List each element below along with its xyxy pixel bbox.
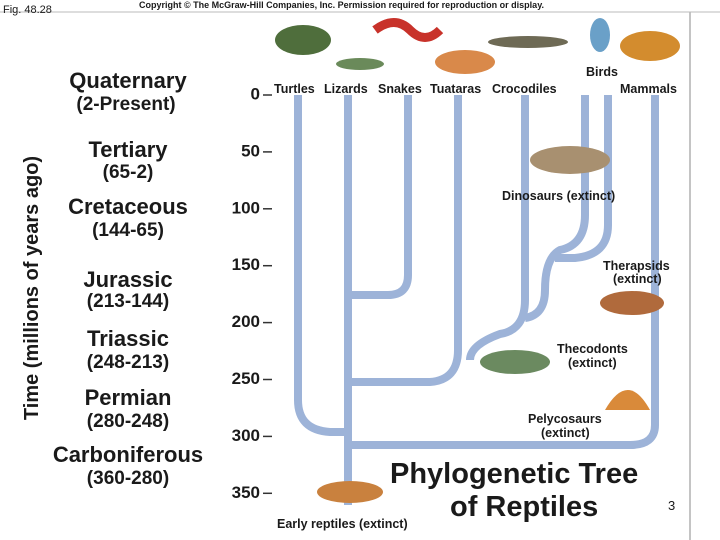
period-range: (213-144): [87, 291, 169, 312]
tick-label: 300: [232, 426, 260, 445]
extinct-label: Pelycosaurs: [528, 412, 602, 426]
pelycosaur-icon: [605, 390, 650, 410]
period-range: (280-248): [87, 411, 169, 432]
copyright: Copyright © The McGraw-Hill Companies, I…: [139, 0, 544, 10]
period-range: (65-2): [103, 162, 154, 183]
extinct-label: Early reptiles (extinct): [277, 517, 408, 531]
extinct-label: Thecodonts: [557, 342, 628, 356]
branch: [348, 95, 659, 449]
branch: [466, 95, 529, 361]
tick-label: 100: [232, 198, 260, 217]
taxon-label: Snakes: [378, 82, 422, 96]
taxa: Turtles Lizards Snakes Tuataras Crocodil…: [274, 65, 677, 96]
therapsid-icon: [600, 291, 664, 315]
period-range: (248-213): [87, 352, 169, 373]
taxon-label: Turtles: [274, 82, 315, 96]
extinct-labels: Dinosaurs (extinct) Therapsids (extinct)…: [277, 189, 670, 531]
taxon-label: Lizards: [324, 82, 368, 96]
diagram-title: of Reptiles: [450, 491, 598, 523]
bird-icon: [590, 18, 610, 52]
axis-label: Time (millions of years ago): [21, 156, 43, 420]
period-name: Cretaceous: [68, 194, 188, 219]
taxon-label: Crocodiles: [492, 82, 557, 96]
page-number: 3: [668, 498, 675, 513]
extinct-label: Dinosaurs (extinct): [502, 189, 615, 203]
period-range: (2-Present): [76, 94, 175, 115]
extinct-label: (extinct): [541, 426, 590, 440]
extinct-label: Therapsids: [603, 259, 670, 273]
branch: [294, 95, 348, 436]
figure-label: Fig. 48.28: [3, 4, 52, 16]
mammal-icon: [620, 31, 680, 61]
period-name: Carboniferous: [53, 442, 203, 467]
branch: [348, 95, 462, 386]
tick-label: 200: [232, 312, 260, 331]
diagram-title: Phylogenetic Tree: [390, 458, 638, 490]
branch: [348, 95, 412, 299]
period-name: Triassic: [87, 326, 169, 351]
tree: [294, 95, 659, 505]
period-name: Jurassic: [83, 267, 172, 292]
snake-icon: [372, 18, 444, 42]
animals: [275, 18, 680, 503]
period-range: (144-65): [92, 220, 164, 241]
extinct-label: (extinct): [568, 356, 617, 370]
period-name: Tertiary: [88, 137, 168, 162]
thecodont-icon: [480, 350, 550, 374]
period-name: Quaternary: [69, 68, 187, 93]
turtle-icon: [275, 25, 331, 55]
dinosaur-icon: [530, 146, 610, 174]
tick-label: 0: [251, 84, 260, 103]
lizard-icon: [336, 58, 384, 70]
tick-label: 150: [232, 255, 260, 274]
tick-label: 250: [232, 369, 260, 388]
early-reptile-icon: [317, 481, 383, 503]
taxon-label: Tuataras: [430, 82, 481, 96]
branch: [555, 95, 612, 262]
taxon-label: Birds: [586, 65, 618, 79]
periods: Quaternary (2-Present) Tertiary (65-2) C…: [53, 68, 203, 489]
tick-label: 50: [241, 141, 260, 160]
time-axis: 0 50 100 150 200 250 300 350: [232, 84, 272, 502]
extinct-label: (extinct): [613, 272, 662, 286]
period-range: (360-280): [87, 468, 169, 489]
tick-label: 350: [232, 483, 260, 502]
period-name: Permian: [85, 385, 172, 410]
tuatara-icon: [435, 50, 495, 74]
crocodile-icon: [488, 36, 568, 48]
taxon-label: Mammals: [620, 82, 677, 96]
branch: [524, 95, 589, 322]
